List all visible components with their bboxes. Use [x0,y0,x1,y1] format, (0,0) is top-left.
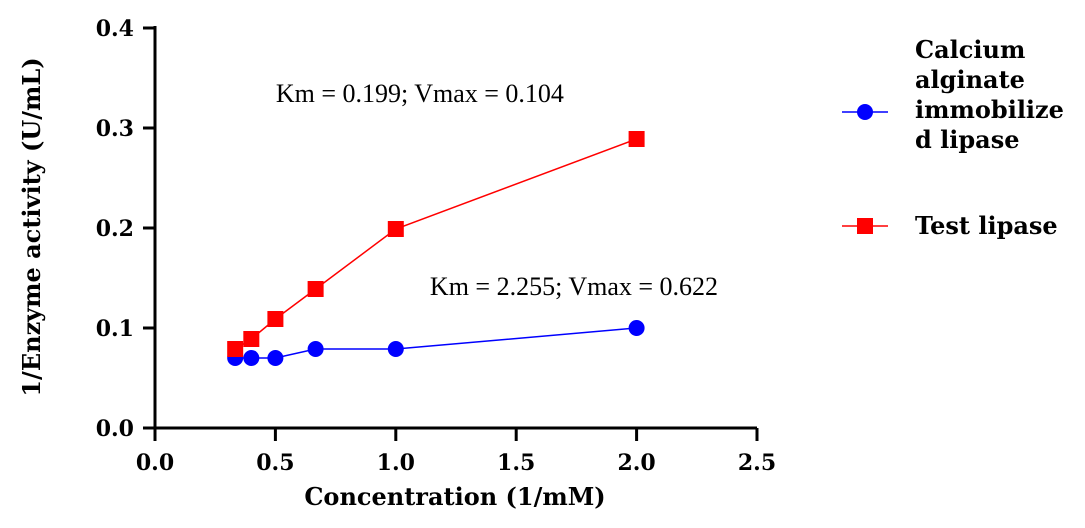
data-point [267,311,284,327]
data-point [243,350,260,366]
x-tick-label: 2.0 [617,450,655,476]
x-tick-label: 0.5 [256,450,294,476]
km-vmax-annotation-test-lipase: Km = 0.199; Vmax = 0.104 [276,79,564,108]
legend-label: Calcium [915,35,1025,64]
x-tick-label: 1.5 [497,450,535,476]
data-point [307,341,324,357]
y-tick-label: 0.2 [96,216,134,242]
x-tick-label: 0.0 [136,450,174,476]
annotation-layer: Km = 0.199; Vmax = 0.104 Km = 2.255; Vma… [276,79,718,301]
legend-label: d lipase [915,125,1019,154]
series-layer [227,131,645,366]
y-axis-ticks: 0.0 0.1 0.2 0.3 0.4 [96,16,155,442]
data-point [387,221,404,237]
data-point [307,281,324,297]
y-tick-label: 0.0 [96,416,134,442]
x-axis-ticks: 0.0 0.5 1.0 1.5 2.0 2.5 [136,428,776,476]
x-tick-label: 2.5 [738,450,776,476]
data-point [267,350,284,366]
data-point [243,331,260,347]
data-point [628,131,645,147]
y-tick-label: 0.1 [96,316,134,342]
series-line [234,138,637,350]
legend-square-marker [857,218,873,234]
series-1 [227,131,645,357]
x-axis-title: Concentration (1/mM) [304,482,605,511]
legend-label: Test lipase [915,211,1058,240]
legend-circle-marker [857,104,873,120]
data-point [227,341,244,357]
series-line [235,327,637,359]
km-vmax-annotation-immobilized-lipase: Km = 2.255; Vmax = 0.622 [430,272,718,301]
y-axis-title: 1/Enzyme activity (U/mL) [17,57,46,396]
legend-item-1: Test lipase [842,211,1058,240]
legend-label: immobilize [915,95,1064,124]
x-tick-label: 1.0 [377,450,415,476]
y-tick-label: 0.4 [96,16,134,42]
y-tick-label: 0.3 [96,116,134,142]
series-0 [227,320,645,366]
data-point [628,320,645,336]
legend-label: alginate [915,65,1025,94]
data-point [387,341,404,357]
